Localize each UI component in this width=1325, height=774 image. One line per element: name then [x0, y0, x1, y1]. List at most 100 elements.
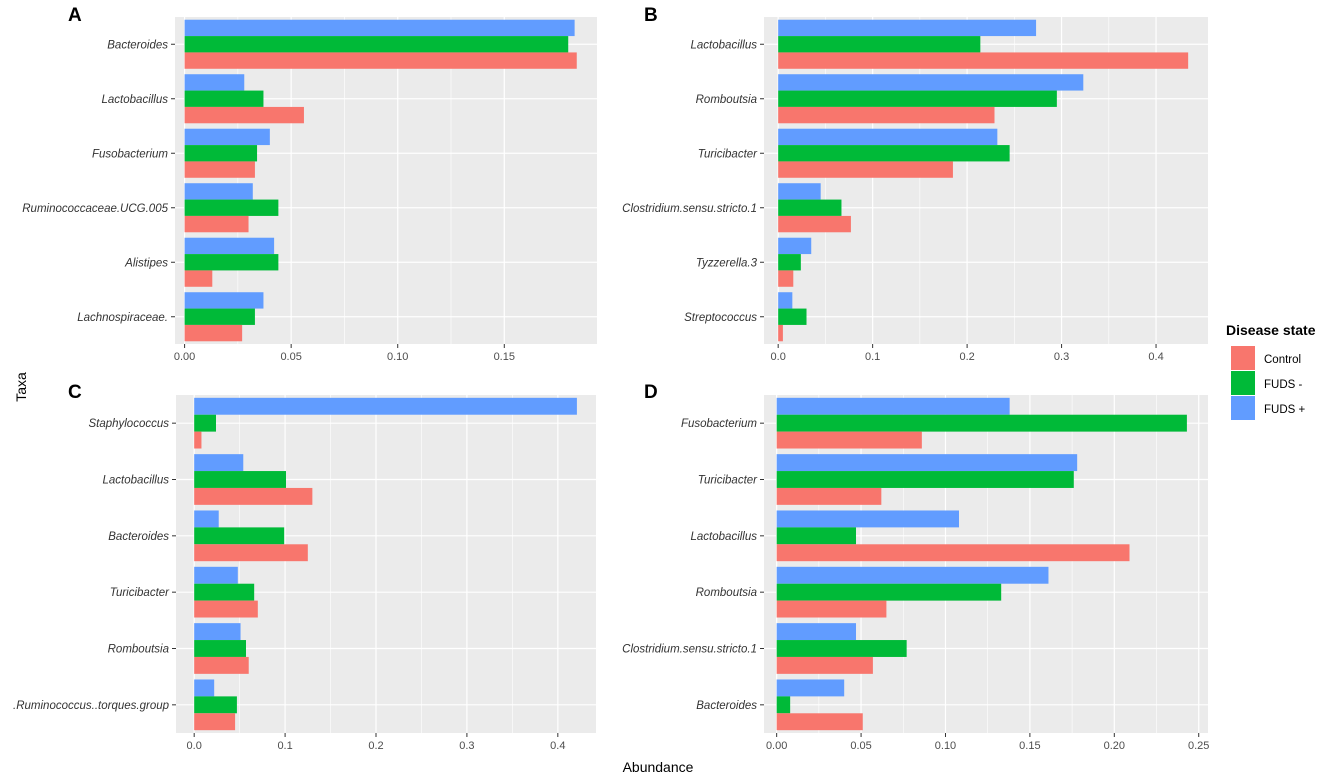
bar-panel-d-fusobacterium-fuds-plus [776, 397, 1010, 415]
panel-c-letter: C [68, 382, 82, 403]
panel-a: Bacteroides Lactobacillus Fusobacterium Rum… [22, 5, 597, 363]
legend-title: Disease state [1226, 322, 1316, 338]
panel-d-x-tick-label: 0.10 [935, 740, 956, 752]
bar-panel-c-romboutsia-fuds-plus [194, 623, 241, 641]
bar-panel-d-turicibacter-control [776, 487, 882, 505]
bar-panel-d-bacteroides-fuds-plus [776, 679, 845, 697]
bar-panel-d-clostridium-sensu-stricto-1-fuds-minus [776, 640, 907, 657]
panel-c-x-tick-label: 0.4 [550, 740, 565, 752]
panel-d-x-tick-label: 0.05 [850, 740, 871, 752]
panel-a-letter: A [68, 5, 82, 26]
panel-b-category-label: Romboutsia [696, 94, 757, 106]
bar-panel-b-turicibacter-fuds-minus [778, 145, 1010, 162]
panel-d-background [764, 395, 1208, 733]
bar-panel-c-romboutsia-fuds-minus [194, 640, 246, 657]
panel-d-x-tick-label: 0.20 [1104, 740, 1125, 752]
bar-panel-a-alistipes-control [184, 270, 213, 287]
bar-panel-d-clostridium-sensu-stricto-1-fuds-plus [776, 623, 857, 641]
panel-c-x-tick-label: 0.3 [459, 740, 474, 752]
bar-panel-c-lactobacillus-control [194, 487, 313, 505]
bar-panel-d-fusobacterium-fuds-minus [776, 414, 1187, 432]
bar-panel-c-ruminococcus-torques-group-fuds-plus [194, 679, 215, 697]
panel-b-x-tick-label: 0.2 [959, 351, 974, 363]
panel-c-background [176, 395, 596, 733]
panel-b-category-label: Tyzzerella.3 [696, 257, 758, 269]
bar-panel-c-staphylococcus-fuds-minus [194, 414, 216, 432]
y-axis-title: Taxa [13, 372, 29, 402]
bar-panel-a-lachnospiraceae-fuds-plus [184, 292, 264, 309]
bar-panel-b-streptococcus-fuds-minus [778, 308, 807, 325]
panel-a-x-tick-label: 0.15 [494, 351, 515, 363]
bar-panel-a-lactobacillus-fuds-minus [184, 90, 264, 107]
panel-b-category-label: Turicibacter [698, 148, 758, 160]
panel-b-category-label: Clostridium.sensu.stricto.1 [622, 203, 757, 215]
bar-panel-b-clostridium-sensu-stricto-1-fuds-plus [778, 183, 821, 200]
panel-c-category-label: Staphylococcus [88, 418, 169, 430]
bar-panel-a-lactobacillus-control [184, 106, 304, 124]
bar-panel-d-bacteroides-control [776, 713, 863, 731]
panel-a-category-label: Bacteroides [107, 39, 168, 51]
bar-panel-b-tyzzerella-3-control [778, 270, 794, 287]
bar-panel-c-turicibacter-fuds-plus [194, 566, 238, 584]
panel-a-x-tick-label: 0.10 [387, 351, 408, 363]
bar-panel-b-romboutsia-fuds-plus [778, 74, 1084, 91]
bar-panel-a-bacteroides-fuds-plus [184, 19, 575, 37]
legend-label-fuds-minus: FUDS - [1264, 379, 1303, 391]
bar-panel-a-fusobacterium-control [184, 161, 255, 178]
bar-panel-d-bacteroides-fuds-minus [776, 696, 791, 714]
panel-b-x-tick-label: 0.3 [1054, 351, 1069, 363]
bar-panel-c-staphylococcus-control [194, 431, 202, 449]
bar-panel-c-lactobacillus-fuds-plus [194, 454, 244, 472]
panel-c-category-label: Romboutsia [108, 644, 169, 656]
panel-c-x-tick-label: 0.2 [368, 740, 383, 752]
panel-b-category-label: Lactobacillus [691, 39, 758, 51]
panel-b-background [764, 17, 1208, 344]
panel-d-category-label: Fusobacterium [681, 418, 757, 430]
bar-panel-c-bacteroides-fuds-plus [194, 510, 219, 528]
panel-a-category-label: Lachnospiraceae. [77, 312, 168, 324]
panel-a-category-label: Ruminococcaceae.UCG.005 [22, 203, 168, 215]
bar-panel-c-ruminococcus-torques-group-control [194, 713, 236, 731]
bar-panel-d-romboutsia-control [776, 600, 887, 618]
bar-panel-b-tyzzerella-3-fuds-minus [778, 254, 801, 271]
bar-panel-d-fusobacterium-control [776, 431, 922, 449]
bar-panel-a-ruminococcaceae-ucg-005-control [184, 215, 249, 233]
bar-panel-b-clostridium-sensu-stricto-1-fuds-minus [778, 199, 842, 216]
panel-a-background [175, 17, 597, 344]
bar-panel-a-lachnospiraceae-fuds-minus [184, 308, 255, 325]
bar-panel-c-turicibacter-fuds-minus [194, 583, 255, 601]
panel-a-category-label: Lactobacillus [102, 94, 169, 106]
panel-c-category-label: .Ruminococcus..torques.group [13, 700, 170, 712]
panel-b-letter: B [644, 5, 658, 26]
bar-panel-a-lachnospiraceae-control [184, 324, 243, 342]
legend: Disease state Control FUDS - FUDS + [1226, 322, 1316, 420]
bar-panel-b-romboutsia-control [778, 106, 995, 124]
panel-c-category-label: Turicibacter [110, 587, 170, 599]
bar-panel-b-turicibacter-control [778, 161, 953, 178]
panel-c: Staphylococcus Lactobacillus Bacteroides Tu… [13, 382, 596, 752]
bar-panel-b-romboutsia-fuds-minus [778, 90, 1057, 107]
bar-panel-b-tyzzerella-3-fuds-plus [778, 237, 812, 255]
panel-d-x-tick-label: 0.00 [766, 740, 787, 752]
bar-panel-a-lactobacillus-fuds-plus [184, 74, 245, 91]
bar-panel-b-lactobacillus-fuds-plus [778, 19, 1037, 37]
panel-d-category-label: Clostridium.sensu.stricto.1 [622, 644, 757, 656]
legend-label-fuds-plus: FUDS + [1264, 404, 1306, 416]
panel-b-x-tick-label: 0.1 [865, 351, 880, 363]
panel-d-category-label: Bacteroides [696, 700, 757, 712]
bar-panel-b-turicibacter-fuds-plus [778, 128, 998, 146]
bar-panel-d-lactobacillus-fuds-plus [776, 510, 959, 528]
panel-c-category-label: Lactobacillus [103, 475, 170, 487]
panel-c-category-label: Bacteroides [108, 531, 169, 543]
x-axis-title: Abundance [623, 759, 694, 774]
bar-panel-a-ruminococcaceae-ucg-005-fuds-plus [184, 183, 253, 200]
bar-panel-d-lactobacillus-fuds-minus [776, 527, 857, 545]
bar-panel-d-lactobacillus-control [776, 544, 1130, 562]
bar-panel-a-bacteroides-control [184, 52, 577, 69]
legend-label-control: Control [1264, 354, 1301, 366]
bar-panel-a-bacteroides-fuds-minus [184, 36, 569, 53]
bar-panel-c-ruminococcus-torques-group-fuds-minus [194, 696, 237, 714]
legend-swatch-control [1231, 346, 1255, 370]
bar-panel-b-clostridium-sensu-stricto-1-control [778, 215, 851, 233]
panel-d-x-tick-label: 0.15 [1019, 740, 1040, 752]
